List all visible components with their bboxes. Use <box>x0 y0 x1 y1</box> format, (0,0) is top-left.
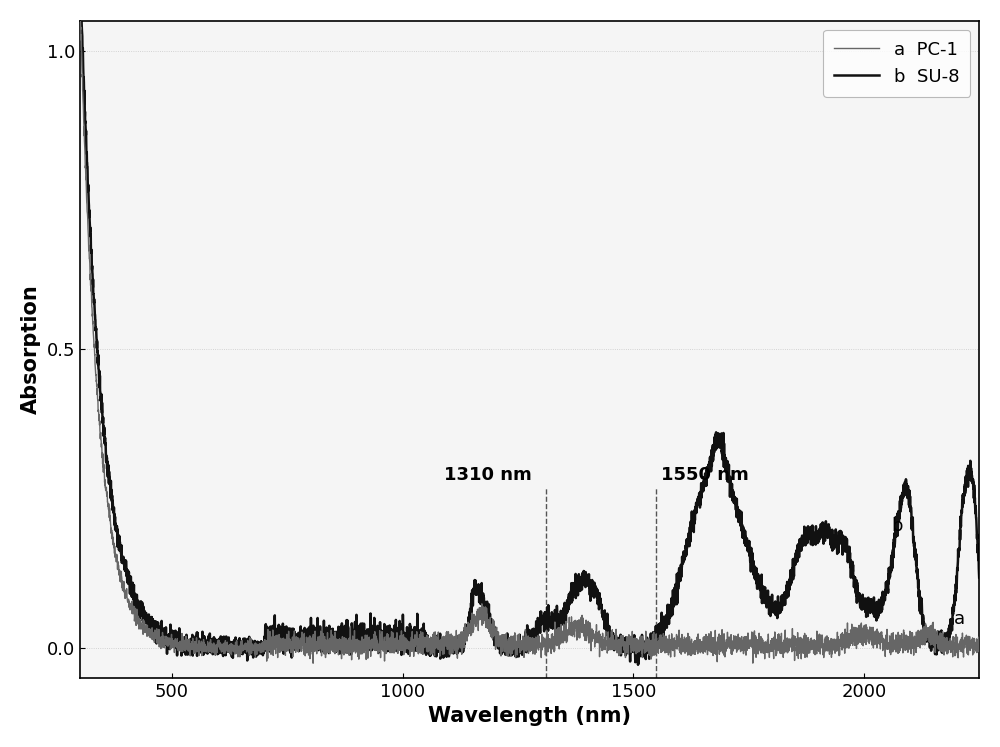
b  SU-8 <box>745 557 757 565</box>
a  PC-1 <box>418 639 430 648</box>
b  SU-8 <box>973 573 985 582</box>
b  SU-8 <box>659 613 671 622</box>
Legend: a  PC-1, b  SU-8: a PC-1, b SU-8 <box>823 30 970 96</box>
a  PC-1 <box>745 639 757 648</box>
b  SU-8 <box>417 633 429 642</box>
Text: 1550 nm: 1550 nm <box>661 465 749 483</box>
a  PC-1 <box>237 643 249 652</box>
Y-axis label: Absorption: Absorption <box>21 285 41 414</box>
a  PC-1 <box>973 639 985 648</box>
b  SU-8 <box>613 646 625 655</box>
a  PC-1 <box>307 659 319 668</box>
Line: b  SU-8: b SU-8 <box>80 21 979 665</box>
Line: a  PC-1: a PC-1 <box>80 21 979 663</box>
a  PC-1 <box>74 16 86 25</box>
Text: 1310 nm: 1310 nm <box>444 465 532 483</box>
Text: b: b <box>892 518 903 536</box>
a  PC-1 <box>813 630 825 639</box>
b  SU-8 <box>813 524 825 533</box>
Text: a: a <box>954 610 965 628</box>
b  SU-8 <box>237 640 249 649</box>
X-axis label: Wavelength (nm): Wavelength (nm) <box>428 706 631 726</box>
b  SU-8 <box>632 660 644 669</box>
a  PC-1 <box>613 635 625 644</box>
b  SU-8 <box>74 16 86 25</box>
a  PC-1 <box>659 632 671 641</box>
